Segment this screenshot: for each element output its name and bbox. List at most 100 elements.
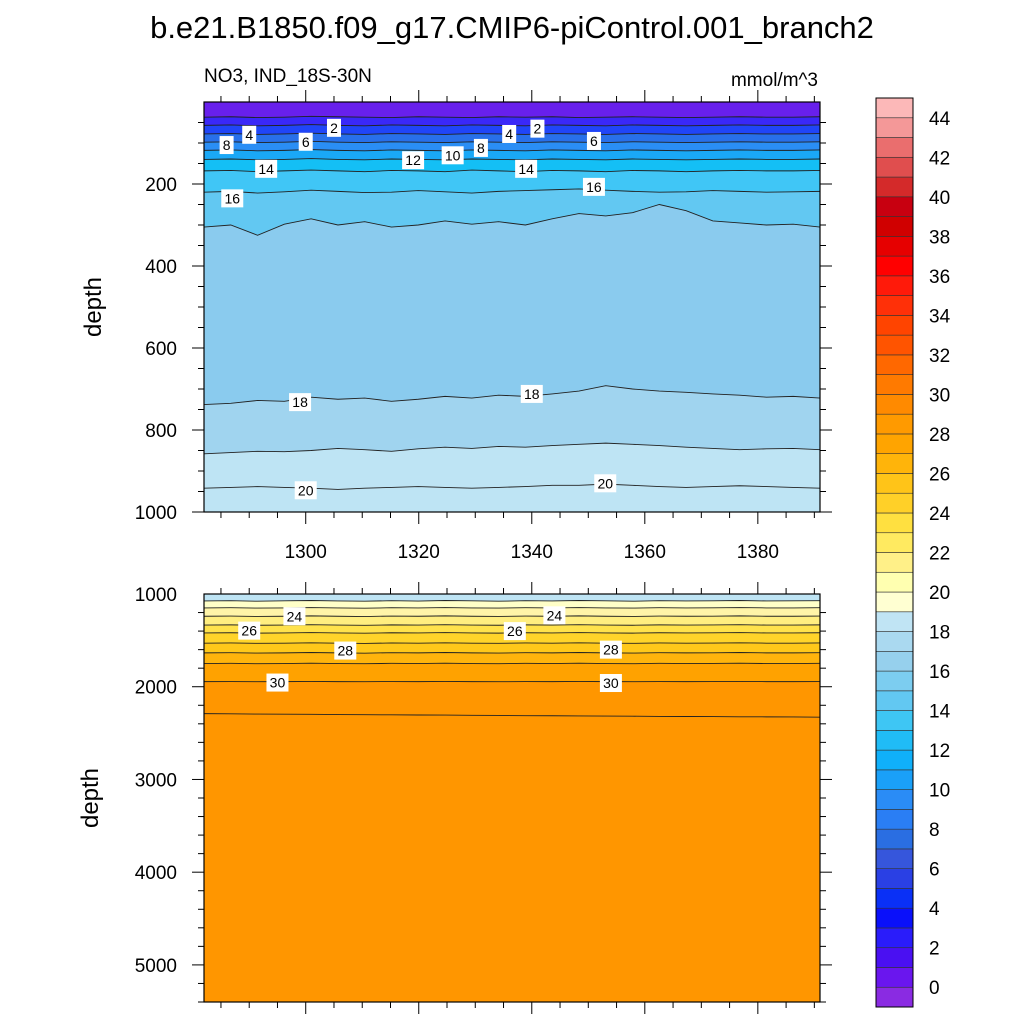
contour-label-4: 4: [242, 125, 257, 144]
contour-label-18: 18: [289, 393, 312, 412]
contour-line-17: [203, 204, 821, 236]
svg-text:14: 14: [258, 161, 274, 177]
colorbar-swatch: [875, 769, 914, 790]
contour-label-30: 30: [599, 674, 622, 693]
colorbar-swatch: [875, 473, 914, 494]
x-tick-label: 1380: [737, 542, 779, 563]
colorbar-swatch: [875, 967, 914, 988]
y-tick-label: 200: [145, 175, 177, 196]
colorbar-label: 26: [929, 464, 950, 485]
svg-text:8: 8: [223, 137, 231, 153]
y-tick-label: 5000: [135, 956, 177, 977]
colorbar-label: 0: [929, 978, 940, 999]
colorbar-swatch: [875, 730, 914, 751]
svg-text:2: 2: [330, 120, 338, 136]
colorbar-frame: [875, 97, 914, 1008]
contour-label-18: 18: [520, 384, 543, 403]
colorbar-label: 10: [929, 781, 950, 802]
colorbar-swatch: [875, 532, 914, 553]
contour-label-16: 16: [582, 177, 605, 196]
band-0-0: [204, 102, 820, 118]
svg-text:18: 18: [524, 386, 540, 402]
band-1-7: [204, 652, 820, 664]
colorbar-label: 6: [929, 860, 940, 881]
colorbar-swatch: [875, 631, 914, 652]
contour-label-20: 20: [294, 481, 317, 500]
lower-panel: 24 26 28 30 24 26 28 30 1000 2000 3000 4000 5000 de…: [77, 582, 832, 1014]
contour-label-6: 6: [586, 131, 601, 150]
colorbar: 0246810121416182022242628303234363840424…: [875, 97, 951, 1008]
contour-label-24: 24: [543, 606, 566, 625]
colorbar-swatch: [875, 315, 914, 336]
contour-line-19: [203, 442, 821, 455]
contour-label-20: 20: [594, 474, 617, 493]
svg-text:2: 2: [534, 121, 542, 137]
upper-axis-ticks: 200 400 600 800 1000 1300 1320 1340 1360 1380: [135, 90, 832, 563]
colorbar-swatch: [875, 295, 914, 316]
colorbar-label: 8: [929, 820, 940, 841]
contour-label-14: 14: [255, 159, 278, 178]
colorbar-swatch: [875, 156, 914, 178]
y-tick-label: 600: [145, 339, 177, 360]
contour-label-6: 6: [298, 132, 313, 151]
colorbar-swatch: [875, 907, 914, 929]
lower-axis-ticks: 1000 2000 3000 4000 5000: [135, 582, 832, 1014]
colorbar-label: 22: [929, 544, 950, 565]
colorbar-swatch: [875, 374, 914, 395]
contour-label-8: 8: [473, 138, 488, 157]
contour-label-26: 26: [503, 622, 526, 641]
band-0-8: [204, 188, 820, 236]
contour-label-2: 2: [530, 119, 545, 138]
contour-line-2: [203, 115, 821, 119]
contour-line-14: [203, 169, 821, 173]
colorbar-swatch: [875, 927, 914, 949]
band-0-9: [204, 204, 820, 405]
colorbar-swatch: [875, 828, 914, 850]
colorbar-swatch: [875, 690, 914, 711]
colorbar-swatch: [875, 176, 914, 198]
units-label: mmol/m^3: [731, 70, 818, 91]
svg-text:26: 26: [507, 623, 523, 639]
colorbar-swatch: [875, 137, 914, 158]
band-1-8: [204, 663, 820, 682]
contour-label-14: 14: [515, 159, 538, 178]
colorbar-label: 20: [929, 583, 950, 604]
contour-line-16: [203, 188, 821, 194]
contour-line-23: [203, 607, 821, 609]
colorbar-swatch: [875, 749, 914, 771]
y-tick-label: 400: [145, 257, 177, 278]
colorbar-swatch: [875, 986, 914, 1008]
colorbar-label: 44: [929, 109, 951, 130]
band-1-0: [204, 594, 820, 602]
svg-text:24: 24: [287, 608, 303, 624]
chart-title: b.e21.B1850.f09_g17.CMIP6-piControl.001_…: [150, 10, 874, 45]
colorbar-swatch: [875, 413, 914, 435]
svg-text:6: 6: [590, 133, 598, 149]
svg-text:28: 28: [337, 643, 353, 659]
colorbar-swatch: [875, 236, 914, 257]
contour-label-30: 30: [266, 673, 289, 692]
colorbar-swatch: [875, 97, 914, 119]
contour-label-24: 24: [283, 607, 306, 626]
colorbar-label: 12: [929, 741, 950, 762]
lower-plot-area: 24 26 28 30 24 26 28 30: [203, 594, 821, 1002]
colorbar-label: 28: [929, 425, 950, 446]
band-1-10: [204, 713, 820, 1002]
band-1-6: [204, 642, 820, 654]
colorbar-swatch: [875, 334, 914, 356]
band-0-6: [204, 158, 820, 172]
colorbar-swatch: [875, 848, 914, 869]
colorbar-swatch: [875, 512, 914, 534]
contour-label-2: 2: [326, 118, 341, 137]
contour-line-27: [203, 642, 821, 644]
svg-text:18: 18: [292, 394, 308, 410]
band-1-2: [204, 607, 820, 617]
colorbar-label: 18: [929, 623, 950, 644]
contour-label-26: 26: [238, 621, 261, 640]
y-tick-label: 4000: [135, 863, 177, 884]
colorbar-swatch: [875, 809, 914, 830]
colorbar-label: 40: [929, 188, 950, 209]
colorbar-label: 30: [929, 385, 950, 406]
